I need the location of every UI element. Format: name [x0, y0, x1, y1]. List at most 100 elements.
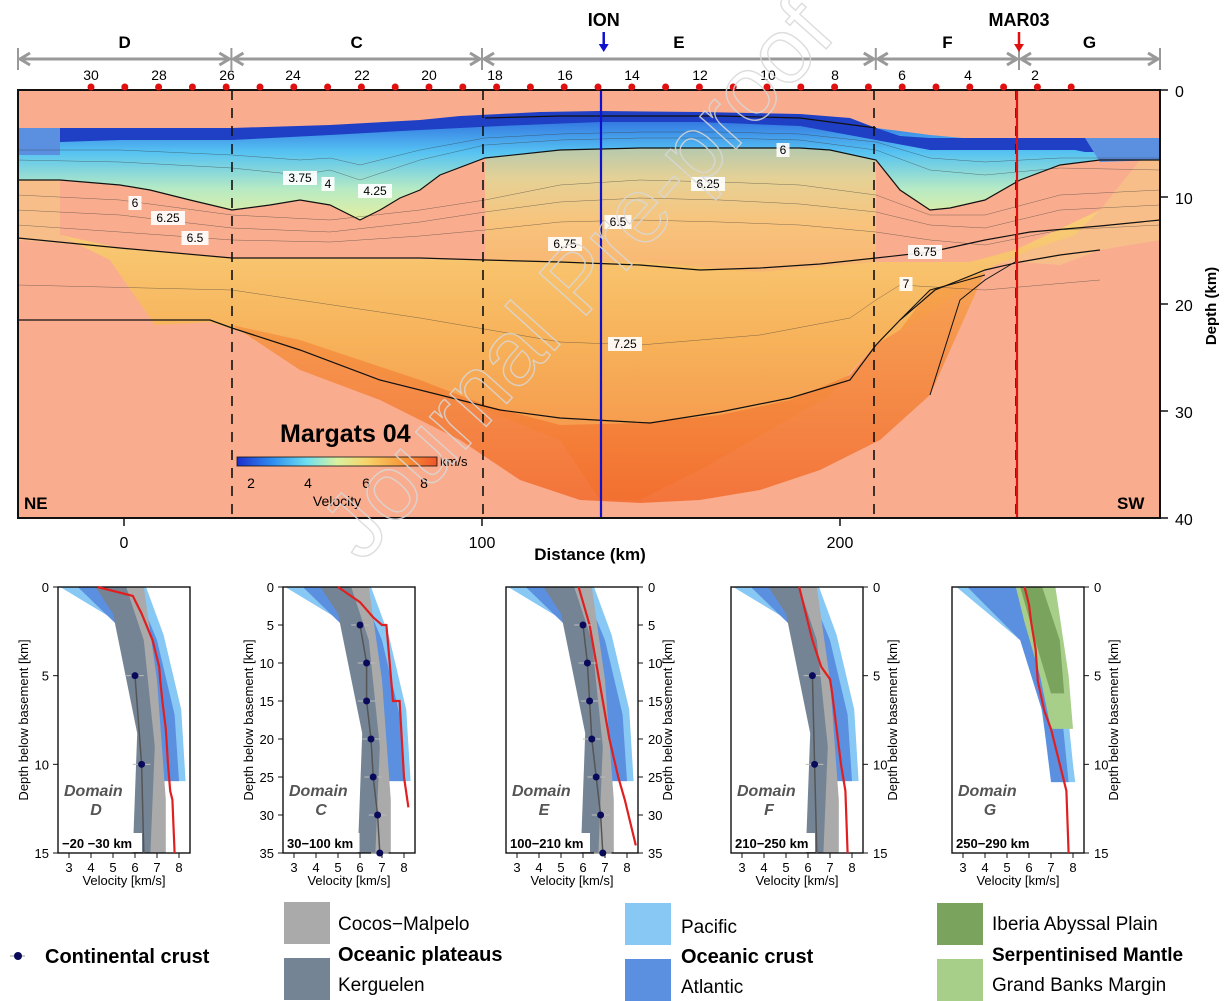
x-tick-label: 4: [535, 860, 542, 875]
x-tick-label: 8: [848, 860, 855, 875]
domain-label: C: [351, 33, 363, 52]
horizon-lines: [17, 115, 1161, 424]
x-tick-label: 7: [601, 860, 608, 875]
colorbar-scale: [236, 456, 438, 467]
contour-label-bg: [691, 177, 725, 191]
panel-domain-letter: F: [764, 802, 775, 819]
domain-arrow-left-icon: [481, 51, 495, 67]
y-tick-label: 25: [260, 770, 274, 785]
obs-station-dot: [932, 83, 940, 91]
obs-station-dot: [797, 83, 805, 91]
obs-station-dot: [256, 83, 264, 91]
obs-station-dot: [357, 83, 365, 91]
obs-number: 30: [83, 67, 99, 83]
colorbar-tick: 6: [362, 475, 370, 491]
x-axis-label: Velocity [km/s]: [755, 873, 838, 888]
x-tick-label: 3: [290, 860, 297, 875]
cocos-malpelo-swatch: [284, 902, 330, 944]
x-axis-label: Velocity [km/s]: [82, 873, 165, 888]
continental-point: [592, 773, 600, 781]
contour-label: 6.75: [913, 245, 937, 259]
panel-domain-letter: D: [90, 802, 102, 819]
obs-station-dot: [87, 83, 95, 91]
y-tick-label: 10: [873, 757, 887, 772]
domain-label: F: [942, 33, 952, 52]
panel-range-label: 210−250 km: [735, 836, 808, 851]
obs-station-dot: [898, 83, 906, 91]
y-tick-label: 0: [1094, 580, 1101, 595]
water-layer: [18, 111, 1160, 152]
obs-station-dot: [864, 83, 872, 91]
section-axes: 0 100 200 Distance (km) 0 10 20 30 40 De…: [24, 84, 1220, 564]
legend-heading: Oceanic crust: [681, 946, 814, 968]
obs-number: 16: [557, 67, 573, 83]
contour-label-bg: [604, 215, 632, 229]
obs-station-dot: [493, 83, 501, 91]
domain-arrow-right-icon: [1147, 51, 1161, 67]
obs-number: 14: [624, 67, 640, 83]
obs-station-dot: [324, 83, 332, 91]
x-tick-label: 6: [1025, 860, 1032, 875]
y-axis-label: Depth below basement [km]: [1106, 639, 1121, 800]
corner-label-sw: SW: [1117, 494, 1145, 513]
y-axis-label: Depth below basement [km]: [660, 639, 675, 800]
domain-arrow-left-icon: [874, 51, 889, 67]
legend-label: Continental crust: [45, 946, 210, 968]
x-axis-label: Velocity [km/s]: [976, 873, 1059, 888]
colorbar-tick: 2: [247, 475, 255, 491]
domain-arrow-right-icon: [1006, 51, 1020, 67]
contour-label: 3.75: [288, 171, 312, 185]
x-tick-label: 5: [109, 860, 116, 875]
y-tick-label: 15: [648, 694, 662, 709]
contour-label-bg: [899, 277, 913, 291]
atlantic-band: [77, 587, 179, 782]
obs-station-dot: [729, 83, 737, 91]
kerguelen-band: [95, 587, 155, 853]
atlantic-band: [302, 587, 404, 782]
pacific-swatch: [625, 903, 671, 945]
atlantic-band: [750, 587, 852, 782]
obs-number: 28: [151, 67, 167, 83]
x-tick-label: 6: [131, 860, 138, 875]
x-tick-label: 8: [175, 860, 182, 875]
y-tick-label: 15: [1094, 846, 1108, 861]
obs-station-dot: [695, 83, 703, 91]
lower-crust-bowl: [232, 272, 985, 503]
y-tick-label: 0: [1175, 84, 1184, 101]
x-tick-label: 8: [400, 860, 407, 875]
legend-label: Pacific: [681, 917, 737, 938]
y-tick-label: 0: [648, 580, 655, 595]
continental-point: [367, 735, 375, 743]
obs-station-dot: [628, 83, 636, 91]
y-axis-label: Depth (km): [1203, 267, 1220, 345]
legend: Continental crust Cocos−Malpelo Oceanic …: [10, 902, 1183, 1001]
x-tick-label: 4: [87, 860, 94, 875]
continental-point: [369, 773, 377, 781]
panel-frame: [951, 586, 1085, 854]
marker-label: MAR03: [988, 10, 1049, 30]
obs-station-dot: [459, 83, 467, 91]
panel-domain-word: Domain: [958, 783, 1017, 800]
domain-arrow-left-icon: [230, 51, 245, 67]
x-tick-label: 7: [826, 860, 833, 875]
panel-domain-word: Domain: [64, 783, 123, 800]
y-tick-label: 5: [1094, 669, 1101, 684]
y-tick-label: 5: [267, 618, 274, 633]
legend-label: Atlantic: [681, 977, 743, 998]
obs-station-dot: [526, 83, 534, 91]
colorbar-unit: km/s: [440, 454, 468, 469]
legend-oceanic-plateaus: Cocos−Malpelo Oceanic plateaus Kerguelen: [284, 902, 503, 1000]
y-tick-label: 30: [260, 808, 274, 823]
kerguelen-band: [768, 587, 828, 853]
panel-frame: [282, 586, 416, 854]
legend-heading: Serpentinised Mantle: [992, 945, 1183, 966]
obs-number: 8: [831, 67, 839, 83]
domain-arrow-left-icon: [1018, 51, 1032, 67]
y-tick-label: 30: [1175, 405, 1193, 422]
y-axis-label: Depth below basement [km]: [241, 639, 256, 800]
colorbar: Margats 04 km/s 2 4 6 8 Velocity: [236, 420, 468, 509]
continental-point: [811, 760, 819, 768]
contour-label: 6.5: [187, 231, 204, 245]
